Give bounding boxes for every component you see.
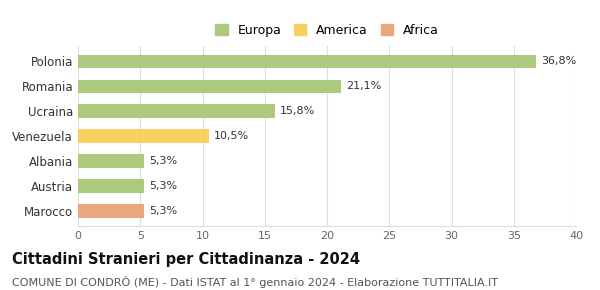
Text: 36,8%: 36,8% <box>541 57 577 66</box>
Bar <box>78 154 144 168</box>
Text: 5,3%: 5,3% <box>149 206 177 216</box>
Text: 15,8%: 15,8% <box>280 106 315 116</box>
Text: 5,3%: 5,3% <box>149 181 177 191</box>
Text: 21,1%: 21,1% <box>346 81 381 91</box>
Legend: Europa, America, Africa: Europa, America, Africa <box>215 23 439 37</box>
Text: Cittadini Stranieri per Cittadinanza - 2024: Cittadini Stranieri per Cittadinanza - 2… <box>12 252 360 267</box>
Bar <box>78 204 144 218</box>
Bar <box>78 179 144 193</box>
Bar <box>78 104 275 118</box>
Bar <box>78 129 209 143</box>
Text: 10,5%: 10,5% <box>214 131 249 141</box>
Text: 5,3%: 5,3% <box>149 156 177 166</box>
Bar <box>78 55 536 68</box>
Bar <box>78 79 341 93</box>
Text: COMUNE DI CONDRÒ (ME) - Dati ISTAT al 1° gennaio 2024 - Elaborazione TUTTITALIA.: COMUNE DI CONDRÒ (ME) - Dati ISTAT al 1°… <box>12 276 498 287</box>
